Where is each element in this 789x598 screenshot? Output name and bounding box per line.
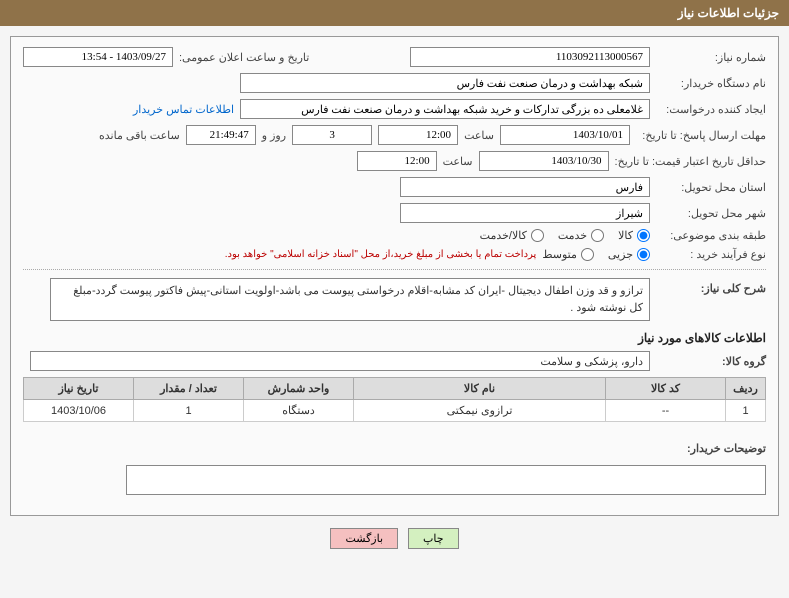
category-both[interactable]: کالا/خدمت — [480, 229, 544, 242]
province-field — [400, 177, 650, 197]
table-row: 1 -- ترازوی نیمکتی دستگاه 1 1403/10/06 — [24, 400, 766, 422]
th-date: تاریخ نیاز — [24, 378, 134, 400]
need-number-label: شماره نیاز: — [656, 51, 766, 64]
deadline-days-label: روز و — [262, 129, 286, 142]
back-button[interactable]: بازگشت — [330, 528, 398, 549]
process-note: پرداخت تمام یا بخشی از مبلغ خرید،از محل … — [225, 249, 537, 260]
validity-label: حداقل تاریخ اعتبار قیمت: تا تاریخ: — [615, 155, 766, 168]
th-name: نام کالا — [354, 378, 606, 400]
city-field — [400, 203, 650, 223]
cell-unit: دستگاه — [244, 400, 354, 422]
goods-group-field: دارو، پزشکی و سلامت — [30, 351, 650, 371]
category-service[interactable]: خدمت — [558, 229, 604, 242]
buyer-org-field — [240, 73, 650, 93]
process-medium-radio[interactable] — [581, 248, 594, 261]
contact-link[interactable]: اطلاعات تماس خریدار — [133, 103, 234, 116]
buyer-note-field — [126, 465, 766, 495]
buyer-org-label: نام دستگاه خریدار: — [656, 77, 766, 90]
deadline-label: مهلت ارسال پاسخ: تا تاریخ: — [636, 129, 766, 142]
deadline-date-field — [500, 125, 630, 145]
validity-time-field — [357, 151, 437, 171]
deadline-time-field — [378, 125, 458, 145]
category-both-radio[interactable] — [531, 229, 544, 242]
overview-label: شرح کلی نیاز: — [656, 278, 766, 295]
deadline-remain-label: ساعت باقی مانده — [99, 129, 180, 142]
goods-section-title: اطلاعات کالاهای مورد نیاز — [23, 331, 766, 345]
th-qty: تعداد / مقدار — [134, 378, 244, 400]
process-small[interactable]: جزیی — [608, 248, 650, 261]
cell-date: 1403/10/06 — [24, 400, 134, 422]
cell-code: -- — [606, 400, 726, 422]
page-header: جزئیات اطلاعات نیاز — [0, 0, 789, 26]
process-radio-group: جزیی متوسط — [542, 248, 650, 261]
items-table: ردیف کد کالا نام کالا واحد شمارش تعداد /… — [23, 377, 766, 422]
cell-index: 1 — [726, 400, 766, 422]
province-label: استان محل تحویل: — [656, 181, 766, 194]
details-panel: شماره نیاز: تاریخ و ساعت اعلان عمومی: نا… — [10, 36, 779, 516]
button-row: چاپ بازگشت — [0, 528, 789, 549]
validity-time-label: ساعت — [443, 155, 473, 168]
overview-text: ترازو و قد وزن اطفال دیجیتال -ایران کد م… — [50, 278, 650, 321]
announce-label: تاریخ و ساعت اعلان عمومی: — [179, 51, 309, 64]
category-radio-group: کالا خدمت کالا/خدمت — [480, 229, 650, 242]
th-unit: واحد شمارش — [244, 378, 354, 400]
process-label: نوع فرآیند خرید : — [656, 248, 766, 261]
process-medium[interactable]: متوسط — [542, 248, 594, 261]
category-service-radio[interactable] — [591, 229, 604, 242]
th-code: کد کالا — [606, 378, 726, 400]
category-label: طبقه بندی موضوعی: — [656, 229, 766, 242]
deadline-days-field — [292, 125, 372, 145]
requester-label: ایجاد کننده درخواست: — [656, 103, 766, 116]
category-goods[interactable]: کالا — [618, 229, 650, 242]
goods-group-label: گروه کالا: — [656, 355, 766, 368]
print-button[interactable]: چاپ — [408, 528, 459, 549]
process-small-radio[interactable] — [637, 248, 650, 261]
need-number-field — [410, 47, 650, 67]
buyer-note-label: توضیحات خریدار: — [656, 436, 766, 455]
announce-field — [23, 47, 173, 67]
cell-qty: 1 — [134, 400, 244, 422]
deadline-time-label: ساعت — [464, 129, 494, 142]
cell-name: ترازوی نیمکتی — [354, 400, 606, 422]
requester-field — [240, 99, 650, 119]
divider-1 — [23, 269, 766, 270]
validity-date-field — [479, 151, 609, 171]
category-goods-radio[interactable] — [637, 229, 650, 242]
city-label: شهر محل تحویل: — [656, 207, 766, 220]
th-index: ردیف — [726, 378, 766, 400]
page-title: جزئیات اطلاعات نیاز — [678, 6, 779, 20]
deadline-remain-field — [186, 125, 256, 145]
